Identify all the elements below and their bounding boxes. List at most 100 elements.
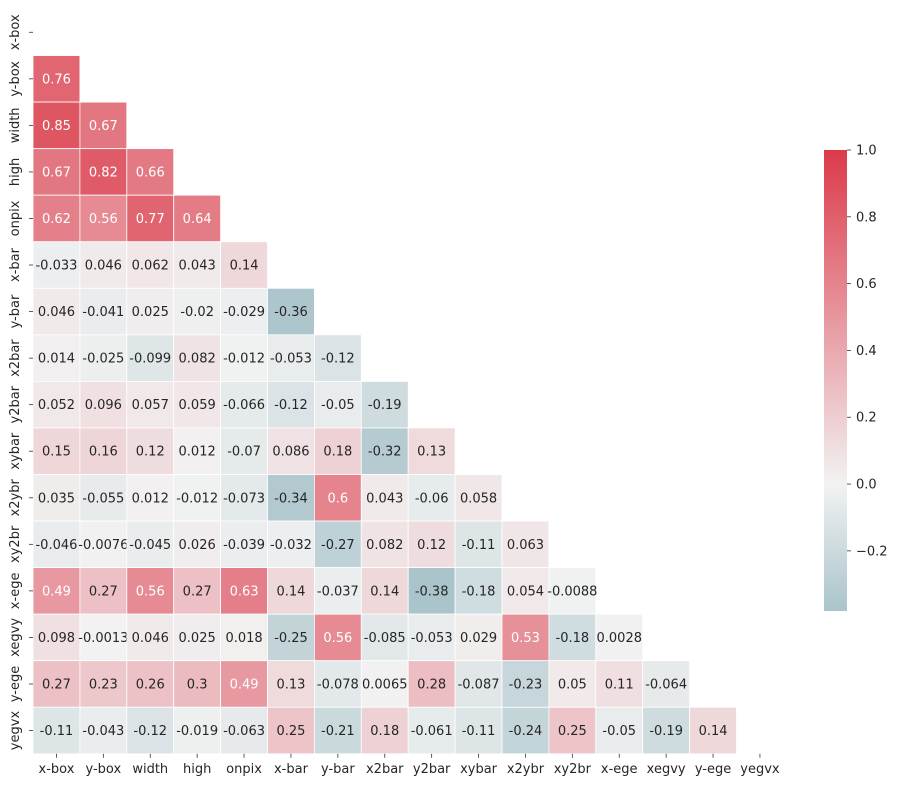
heatmap-cell — [126, 567, 175, 615]
cell-value-label: -0.34 — [274, 491, 308, 506]
cell-value-label: -0.053 — [270, 352, 312, 367]
cell-value-label: 0.13 — [276, 677, 305, 692]
x-tick-label: yegvx — [740, 762, 780, 777]
cell-value-label: -0.019 — [176, 724, 218, 739]
colorbar-tick-label: 1.0 — [856, 144, 877, 159]
heatmap-cell — [79, 474, 128, 522]
cell-value-label: -0.053 — [411, 631, 453, 646]
cell-value-label: -0.0013 — [78, 631, 128, 646]
cell-value-label: 0.56 — [323, 631, 352, 646]
cell-value-label: 0.76 — [42, 72, 71, 87]
heatmap-cell — [454, 706, 503, 755]
heatmap-cell — [173, 241, 221, 289]
cell-value-label: -0.032 — [270, 538, 312, 553]
heatmap-cell — [220, 474, 268, 522]
heatmap-cell — [267, 427, 315, 475]
heatmap-cell — [501, 706, 550, 755]
cell-value-label: -0.07 — [227, 445, 261, 460]
cell-value-label: -0.0076 — [78, 538, 128, 553]
heatmap-cell — [173, 194, 221, 243]
cell-value-label: -0.061 — [411, 724, 453, 739]
heatmap-cell — [267, 567, 315, 615]
heatmap-cell — [548, 660, 597, 708]
heatmap-cell — [32, 567, 81, 615]
cell-value-label: -0.0088 — [547, 584, 597, 599]
cell-value-label: 0.6 — [328, 491, 349, 506]
colorbar-tick-label: 0.0 — [856, 478, 877, 493]
heatmap-cell — [32, 427, 81, 475]
cell-value-label: -0.087 — [458, 677, 500, 692]
cell-value-label: 0.66 — [136, 165, 165, 180]
heatmap-cell — [79, 101, 128, 150]
cell-value-label: 0.063 — [507, 538, 544, 553]
y-tick-label: y-ege — [8, 666, 23, 702]
heatmap-cell — [220, 706, 268, 755]
cell-value-label: 0.012 — [132, 491, 169, 506]
cell-value-label: -0.24 — [509, 724, 543, 739]
cell-value-label: 0.77 — [136, 212, 165, 227]
x-tick-label: y-bar — [321, 762, 355, 777]
cell-value-label: 0.0028 — [597, 631, 643, 646]
cell-value-label: -0.11 — [462, 724, 496, 739]
y-tick-label: xegvy — [8, 618, 23, 657]
heatmap-cell — [360, 706, 409, 755]
cell-value-label: 0.046 — [38, 305, 75, 320]
heatmap-cell — [267, 520, 315, 568]
cell-value-label: -0.21 — [321, 724, 355, 739]
cell-value-label: 0.052 — [38, 398, 75, 413]
y-tick-label: x2ybr — [8, 478, 23, 516]
x-tick-label: xybar — [460, 762, 498, 777]
colorbar-tick-label: −0.2 — [856, 544, 888, 559]
x-tick-label: xy2br — [554, 762, 592, 777]
y-tick-label: onpix — [8, 200, 23, 236]
heatmap-cell — [454, 567, 503, 615]
heatmap-cell — [267, 287, 315, 336]
cell-value-label: -0.041 — [82, 305, 124, 320]
heatmap-cell — [595, 706, 644, 755]
cell-value-label: 0.062 — [132, 259, 169, 274]
cell-value-label: 0.11 — [605, 677, 634, 692]
cell-value-label: 0.27 — [89, 584, 118, 599]
heatmap-cell — [501, 660, 550, 708]
heatmap-cell — [126, 474, 175, 522]
heatmap-cell — [360, 660, 409, 708]
cell-value-label: -0.12 — [321, 352, 355, 367]
cell-value-label: 0.029 — [460, 631, 497, 646]
colorbar-tick-label: 0.8 — [856, 210, 877, 225]
heatmap-cell — [548, 567, 597, 615]
heatmap-cell — [454, 474, 503, 522]
heatmap-cell — [32, 55, 81, 103]
y-tick-label: x-bar — [8, 247, 23, 282]
cell-value-label: -0.045 — [129, 538, 171, 553]
cell-value-label: 0.026 — [179, 538, 216, 553]
cell-value-label: -0.043 — [82, 724, 124, 739]
heatmap-cell — [32, 520, 81, 568]
y-tick-label: x2bar — [8, 339, 23, 377]
heatmap-cell — [173, 660, 221, 708]
x-tick-label: y-ege — [695, 762, 731, 777]
cell-value-label: 0.67 — [89, 119, 118, 134]
y-tick-label: xybar — [8, 432, 23, 470]
y-tick-label: y2bar — [8, 385, 23, 423]
cell-value-label: -0.18 — [556, 631, 590, 646]
heatmap-cell — [173, 287, 221, 336]
cell-value-label: 0.49 — [230, 677, 259, 692]
y-tick-label: width — [8, 107, 23, 143]
cell-value-label: 0.086 — [272, 445, 309, 460]
heatmap-cell — [407, 567, 456, 615]
x-tick-label: x-box — [39, 762, 75, 777]
cell-value-label: -0.012 — [176, 491, 218, 506]
cell-value-label: 0.057 — [132, 398, 169, 413]
cell-value-label: 0.14 — [370, 584, 399, 599]
cell-value-label: -0.12 — [274, 398, 308, 413]
cell-value-label: 0.12 — [136, 445, 165, 460]
heatmap-cell — [220, 613, 268, 662]
heatmap-cell — [360, 567, 409, 615]
x-tick-label: high — [183, 762, 211, 777]
cell-value-label: 0.059 — [179, 398, 216, 413]
cell-value-label: 0.18 — [323, 445, 352, 460]
cell-value-label: -0.099 — [129, 352, 171, 367]
cell-value-label: 0.012 — [179, 445, 216, 460]
cell-value-label: 0.12 — [417, 538, 446, 553]
